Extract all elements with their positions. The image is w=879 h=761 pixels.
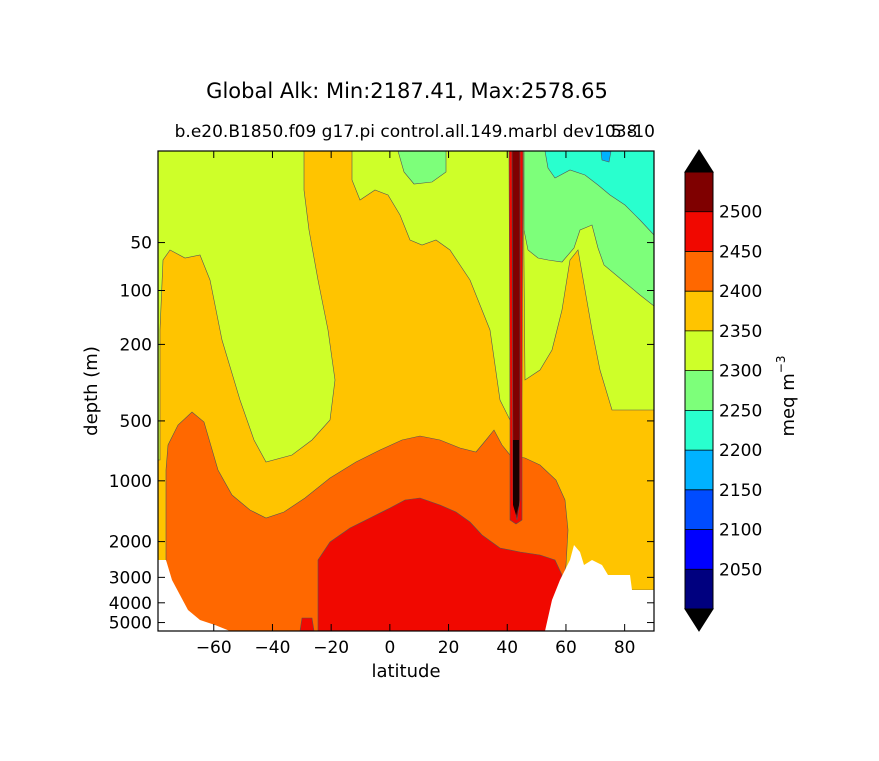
x-tick-label: 40 [496,638,518,658]
contour-band-2450-small [299,617,315,631]
y-tick-label: 4000 [109,594,152,614]
colorbar-tick-label: 2200 [719,441,762,461]
colorbar-label-exponent: −3 [774,356,788,374]
colorbar-segment [685,211,713,252]
chart-title: Global Alk: Min:2187.41, Max:2578.65 [206,79,608,103]
colorbar-segment [685,251,713,292]
x-tick-label: 80 [614,638,636,658]
colorbar-tick-label: 2500 [719,203,762,223]
colorbar-segment [685,489,713,530]
x-axis-label: latitude [371,661,440,682]
colorbar-segment [685,569,713,609]
colorbar-tick-label: 2300 [719,362,762,382]
colorbar-label: meq m−3 [774,356,799,437]
y-tick-label: 2000 [109,533,152,553]
colorbar-segment [685,172,713,212]
contour-column-core [513,440,519,515]
contour-column-2500 [511,151,521,521]
y-tick-label: 1000 [109,472,152,492]
colorbar-tick-label: 2100 [719,521,762,541]
y-tick-label: 100 [120,282,152,302]
colorbar-segment [685,291,713,331]
x-tick-label: 60 [555,638,577,658]
x-tick-label: 20 [438,638,460,658]
contour-field [158,151,654,631]
colorbar-extend-min [684,608,714,632]
colorbar-segment [685,370,713,411]
y-tick-label: 200 [120,335,152,355]
x-axis: −60 −40 −20 0 20 40 60 80 [196,151,636,658]
plot-frame [157,150,655,632]
land-mask-south [158,560,230,631]
y-tick-label: 5000 [109,614,152,634]
colorbar-tick-label: 2350 [719,322,762,342]
y-tick-label: 3000 [109,568,152,588]
contour-band-2200 [544,151,654,236]
colorbar: 2050 2100 2150 2200 2250 2300 2350 2400 2450 2500 [684,149,762,632]
x-tick-label: −60 [196,638,232,658]
chart-subtitle: b.e20.B1850.f09 g17.pi control.all.149.m… [175,122,638,142]
contour-band-2250-north [397,151,447,185]
colorbar-segment [685,330,713,371]
colorbar-label-base: meq m [778,373,799,436]
land-mask-north [545,545,654,631]
y-tick-label: 500 [120,412,152,432]
chart-subtitle-overlap: 5 -10 [611,122,655,142]
colorbar-tick-label: 2400 [719,282,762,302]
contour-band-2300-north [351,151,511,421]
colorbar-segment [685,529,713,570]
contour-band-2300-south [158,151,336,463]
colorbar-tick-label: 2050 [719,560,762,580]
colorbar-tick-label: 2150 [719,481,762,501]
x-tick-label: −20 [313,638,349,658]
colorbar-frame [684,171,714,610]
colorbar-tick-label: 2450 [719,242,762,262]
y-tick-label: 50 [130,234,152,254]
x-tick-label: 0 [384,638,395,658]
colorbar-segment [685,450,713,490]
x-tick-label: −40 [255,638,291,658]
colorbar-extend-max [684,149,714,173]
colorbar-tick-label: 2250 [719,401,762,421]
contour-band-2150 [600,151,612,163]
y-axis-label: depth (m) [81,346,102,436]
contour-band-2450 [317,497,563,631]
colorbar-segment [685,410,713,451]
